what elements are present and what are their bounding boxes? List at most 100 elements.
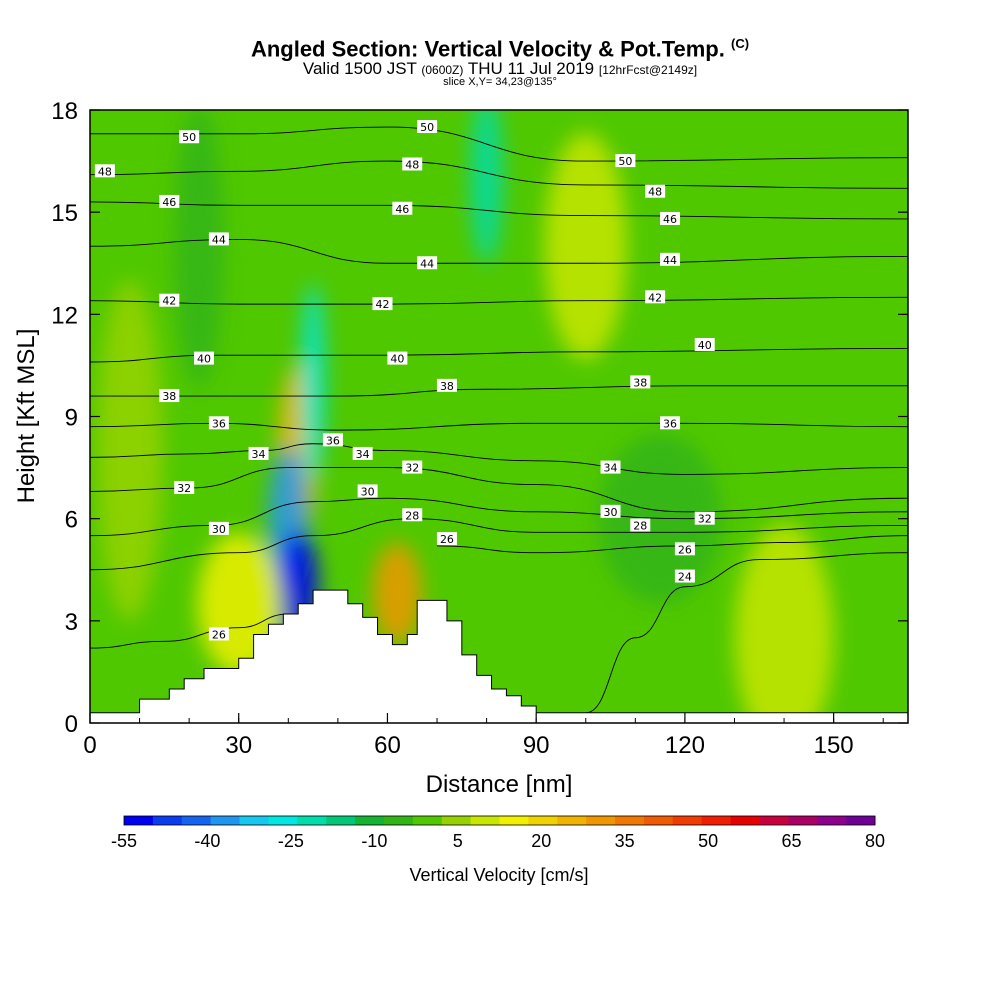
colorbar-swatch <box>297 816 327 825</box>
contour-label: 44 <box>208 232 229 246</box>
contour-label: 36 <box>660 416 681 430</box>
y-axis-label: Height [Kft MSL] <box>13 329 40 504</box>
colorbar-tick-label: 5 <box>453 831 463 851</box>
contour-label: 40 <box>194 351 215 366</box>
velocity-blob-8 <box>544 132 628 360</box>
contour-label: 30 <box>600 504 621 519</box>
contour-label: 34 <box>600 460 621 475</box>
contour-label-text: 50 <box>618 155 632 168</box>
contour-label-bg <box>630 375 651 389</box>
contour-label-text: 36 <box>326 434 340 447</box>
contour-label-text: 26 <box>678 543 692 556</box>
contour-label-bg <box>159 194 180 208</box>
contour-label-text: 42 <box>162 295 176 308</box>
colorbar-swatch <box>152 816 183 825</box>
y-tick-label: 0 <box>65 711 78 738</box>
colorbar-swatch <box>239 816 269 825</box>
contour-label: 32 <box>174 481 195 495</box>
colorbar-swatch <box>817 816 847 825</box>
contour-label-bg <box>208 627 229 641</box>
contour-label-text: 40 <box>390 353 404 366</box>
subtitle-fcst: [12hrFcst@2149z] <box>598 63 698 77</box>
isentrope-50 <box>90 126 908 162</box>
contour-label-text: 36 <box>663 417 677 430</box>
contour-label-text: 48 <box>98 165 112 178</box>
contour-label: 32 <box>402 460 423 475</box>
x-tick-label: 120 <box>665 732 705 759</box>
colorbar-swatch <box>412 816 443 825</box>
slice-label: slice X,Y= 34,23@135° <box>443 76 557 88</box>
contour-label: 44 <box>660 252 681 267</box>
contour-label-bg <box>645 184 666 198</box>
title-unit: (C) <box>731 36 750 51</box>
velocity-blob-4 <box>372 542 423 645</box>
isentrope-40 <box>90 347 908 363</box>
contour-label: 34 <box>352 446 373 461</box>
contour-label: 34 <box>248 446 269 461</box>
contour-label-bg <box>674 569 695 583</box>
colorbar-swatch <box>557 816 587 825</box>
contour-label-text: 38 <box>440 380 454 393</box>
colorbar-swatch <box>470 816 500 825</box>
contour-label-text: 50 <box>182 131 196 144</box>
contour-label: 40 <box>387 351 408 366</box>
contour-label-text: 46 <box>162 196 176 209</box>
contour-label-text: 38 <box>633 376 647 389</box>
isentrope-26 <box>90 613 289 649</box>
contour-label: 24 <box>674 569 695 584</box>
contour-label: 42 <box>372 297 393 311</box>
velocity-blob-11 <box>96 280 163 621</box>
velocity-blob-9 <box>470 110 504 264</box>
contour-label: 32 <box>694 511 715 526</box>
contour-label: 30 <box>357 484 378 498</box>
terrain <box>89 589 909 724</box>
contour-labels: 50 48 46 44 42 40 38 36 34 32 30 26 50 48 46 44 42 40 38 36… <box>94 120 715 641</box>
contour-label: 38 <box>159 389 180 403</box>
contour-label-bg <box>402 460 423 474</box>
y-tick-label: 9 <box>65 405 78 432</box>
colorbar-swatch <box>846 816 876 825</box>
contour-label-text: 40 <box>197 353 211 366</box>
contour-label-text: 30 <box>212 523 226 536</box>
velocity-blob-1 <box>300 283 326 482</box>
contour-label: 48 <box>645 184 666 199</box>
subtitle-utc: (0600Z) <box>421 63 464 77</box>
contour-label-bg <box>357 484 378 498</box>
contour-label: 48 <box>94 164 115 178</box>
isentrope-34 <box>90 443 908 475</box>
contour-label-text: 28 <box>633 519 647 532</box>
isentrope-48 <box>90 160 908 189</box>
y-tick-label: 18 <box>51 98 78 125</box>
y-tick-label: 15 <box>51 200 78 227</box>
contour-label-text: 24 <box>678 571 692 584</box>
colorbar-swatch <box>499 816 529 825</box>
contour-label-bg <box>194 351 215 365</box>
colorbar-tick-label: 50 <box>698 831 718 851</box>
contour-label-bg <box>674 542 695 556</box>
chart-title: Angled Section: Vertical Velocity & Pot.… <box>250 36 750 62</box>
contour-label-text: 46 <box>663 213 677 226</box>
contour-label: 50 <box>417 120 438 134</box>
colorbar-swatch <box>643 816 674 825</box>
contour-label-bg <box>174 481 195 495</box>
contour-label-bg <box>615 154 636 168</box>
contour-label: 28 <box>402 508 423 522</box>
contour-label: 26 <box>208 627 229 641</box>
colorbar-swatch <box>383 816 414 825</box>
contour-label: 42 <box>645 290 666 304</box>
colorbar-label: Vertical Velocity [cm/s] <box>409 865 588 885</box>
contour-label: 38 <box>436 378 457 393</box>
contour-label: 38 <box>630 375 651 389</box>
colorbar: -55 -40 -25 -10 5 20 35 50 65 80 <box>111 815 885 851</box>
contour-label-bg <box>694 511 715 525</box>
contour-label-text: 42 <box>648 291 662 304</box>
velocity-blob-7 <box>174 110 224 389</box>
isentrope-28 <box>90 518 908 571</box>
contour-label-text: 34 <box>252 448 266 461</box>
contour-label-bg <box>660 252 681 266</box>
contour-label-bg <box>94 164 115 178</box>
contour-label-text: 30 <box>361 485 375 498</box>
contour-label-bg <box>600 504 621 518</box>
y-tick-label: 6 <box>65 507 78 534</box>
